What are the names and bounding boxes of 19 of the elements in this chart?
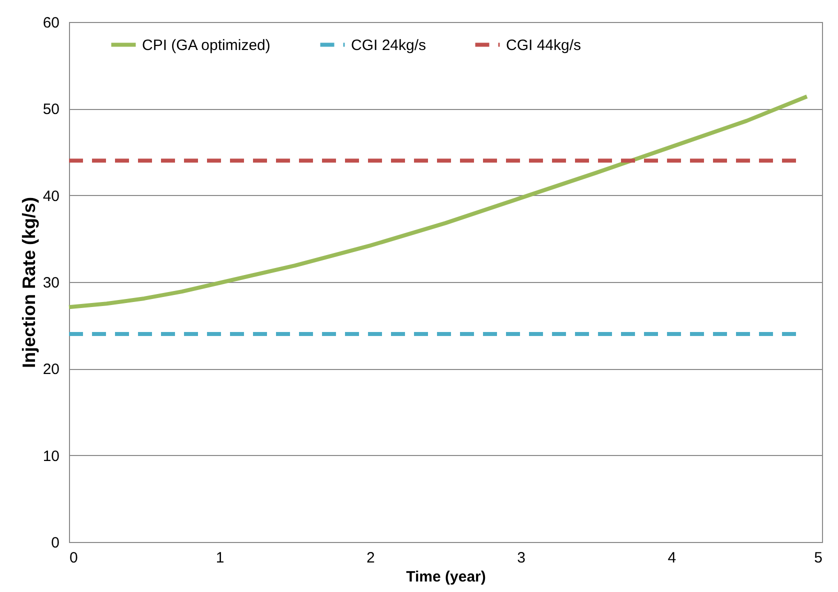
x-tick-label: 5 bbox=[814, 550, 822, 566]
y-tick-label: 60 bbox=[42, 14, 60, 32]
y-tick-label: 50 bbox=[42, 101, 60, 118]
x-tick-label: 2 bbox=[366, 550, 375, 566]
y-tick-label: 10 bbox=[42, 448, 60, 465]
x-tick-label: 4 bbox=[668, 550, 676, 566]
legend-label: CPI (GA optimized) bbox=[142, 36, 270, 54]
x-axis-title: Time (year) bbox=[406, 568, 486, 586]
y-axis-title: Injection Rate (kg/s) bbox=[18, 196, 39, 368]
y-tick-label: 20 bbox=[42, 361, 60, 378]
y-tick-label: 40 bbox=[42, 188, 60, 205]
y-tick-label: 30 bbox=[42, 274, 60, 292]
x-tick-label: 3 bbox=[517, 550, 526, 566]
x-tick-label: 0 bbox=[70, 550, 78, 566]
y-tick-label: 0 bbox=[51, 534, 60, 552]
legend-label: CGI 44kg/s bbox=[506, 36, 582, 54]
legend-label: CGI 24kg/s bbox=[351, 36, 426, 54]
line-series bbox=[67, 94, 809, 310]
x-tick-label: 1 bbox=[216, 550, 224, 566]
